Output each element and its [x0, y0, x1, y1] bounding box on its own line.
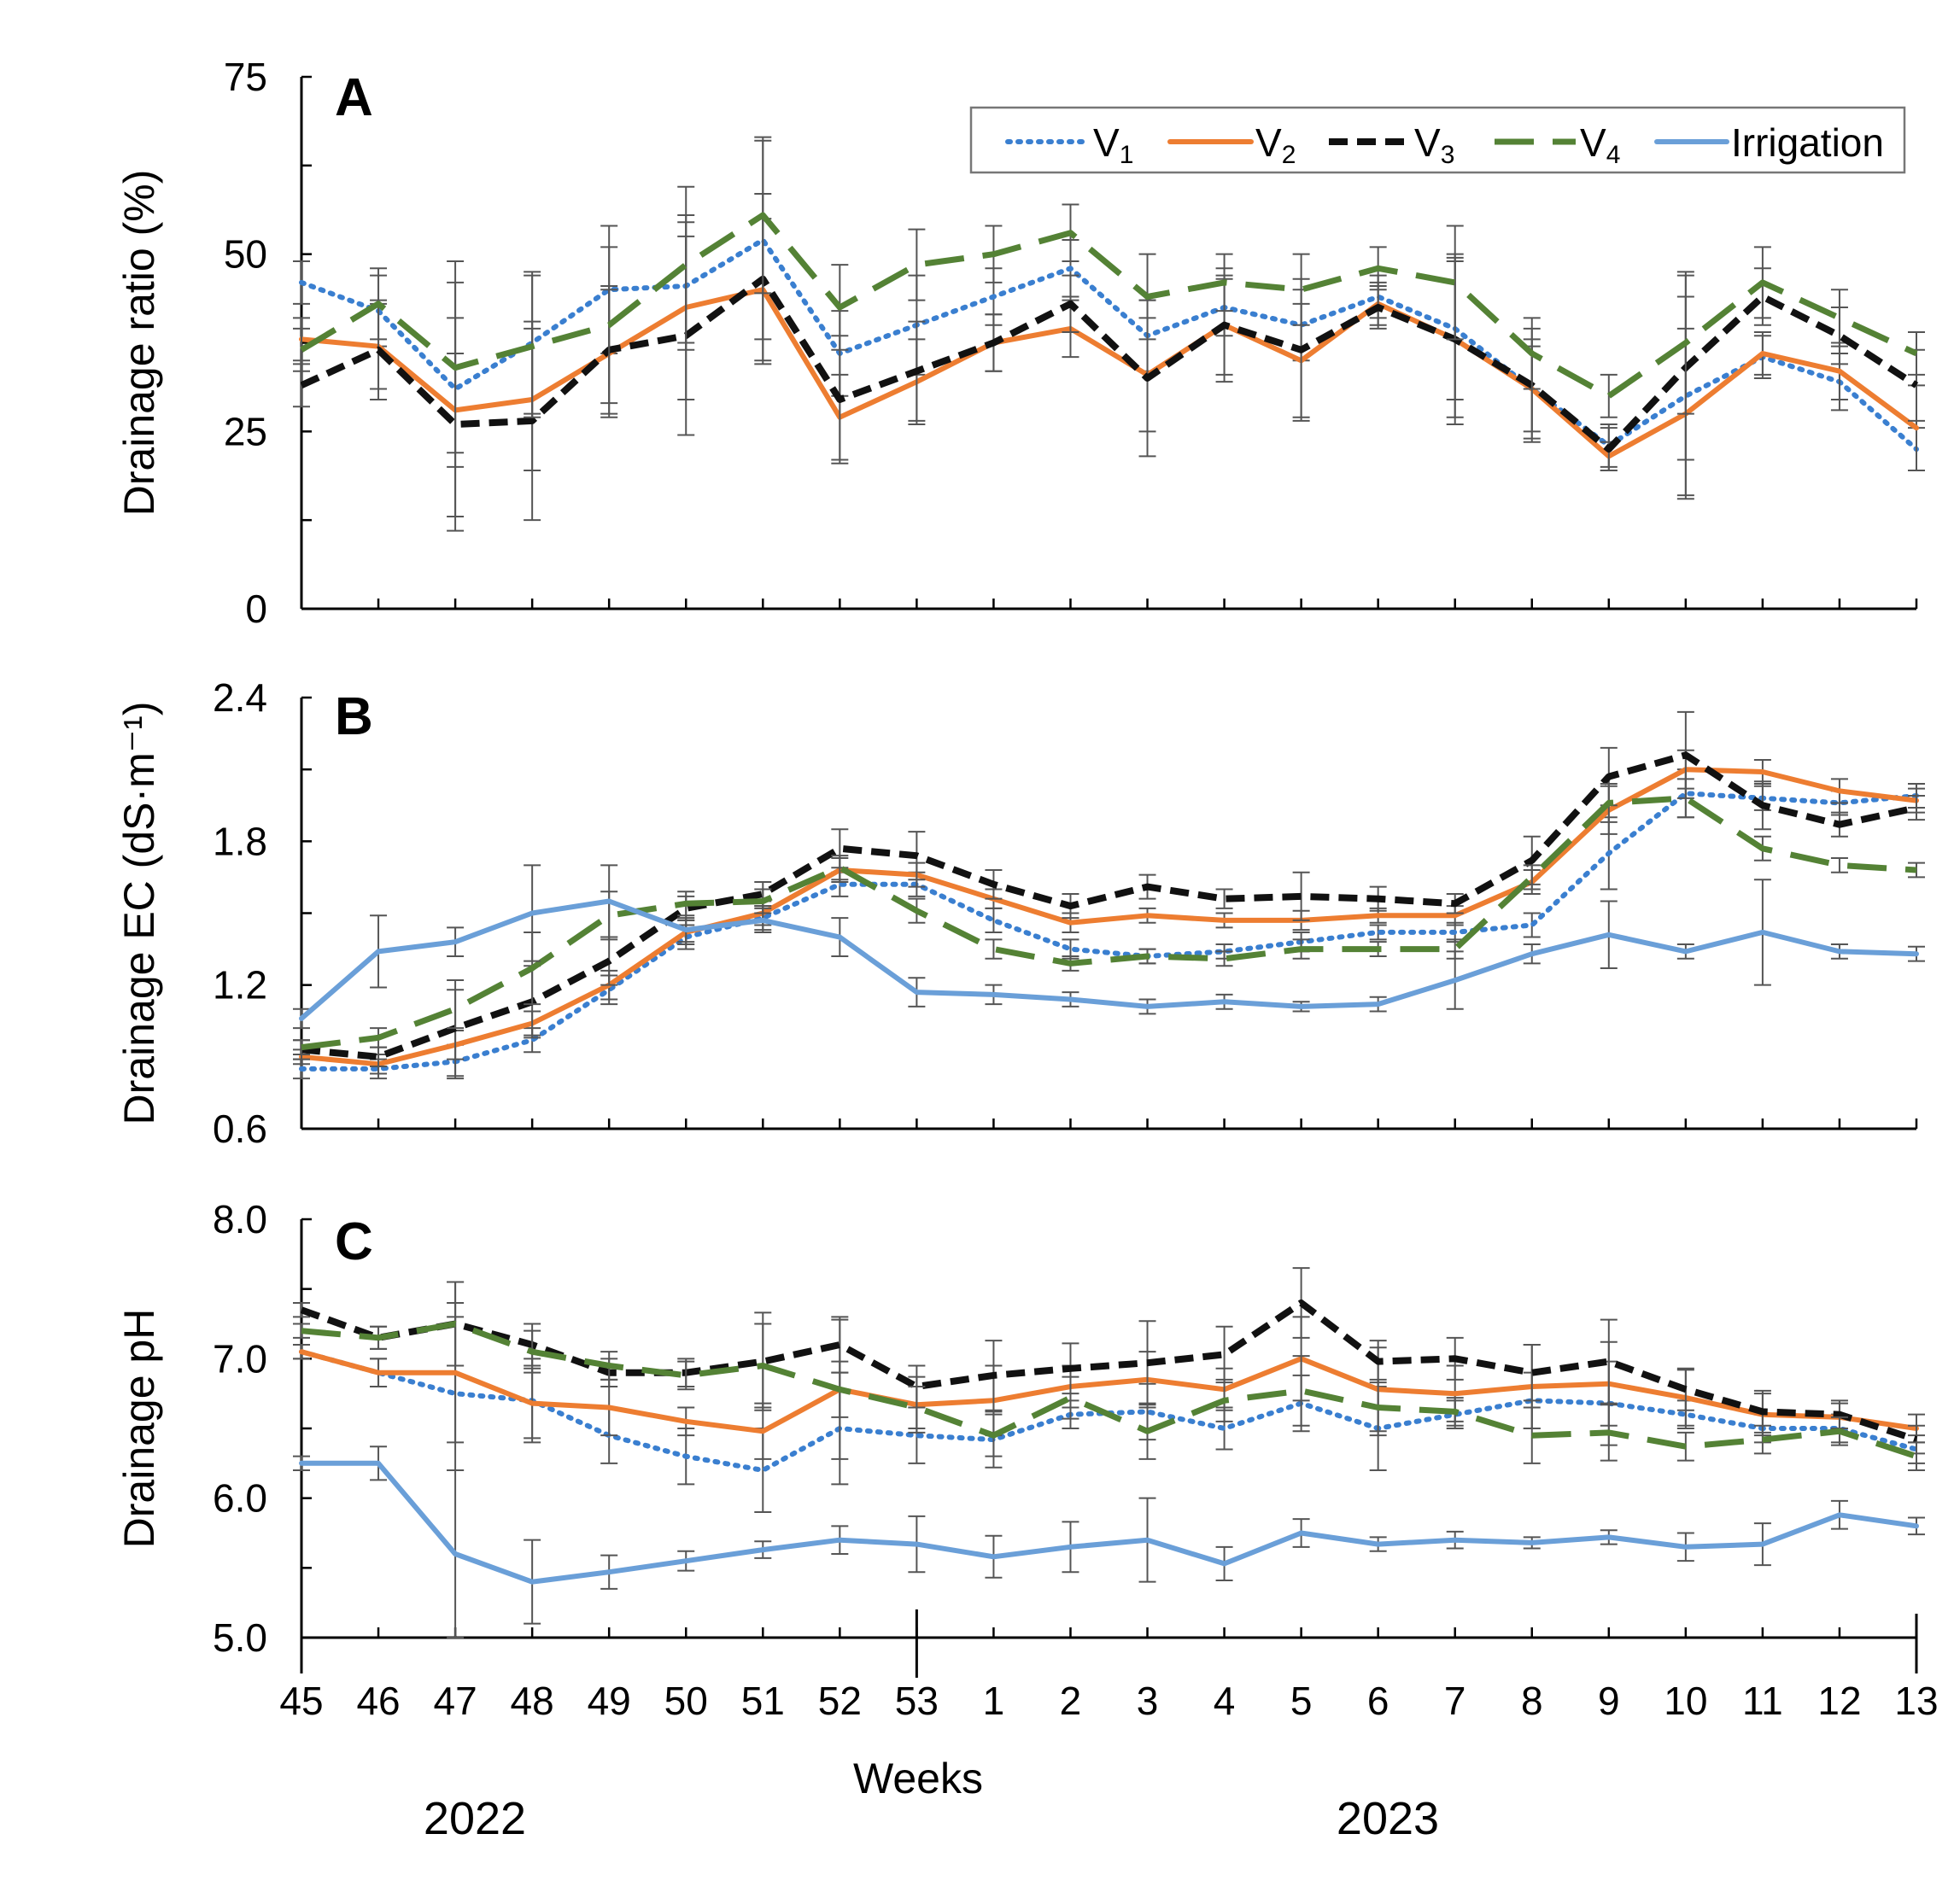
x-tick-label-week-45: 45 [279, 1679, 323, 1723]
series-v3 [293, 193, 1925, 532]
x-tick-label-week-13: 13 [1894, 1679, 1938, 1723]
y-tick-label: 0 [245, 587, 267, 631]
y-tick-label: 50 [224, 232, 267, 277]
x-tick-label-week-7: 7 [1444, 1679, 1466, 1723]
y-axis-title: Drainage ratio (%) [115, 170, 163, 517]
x-tick-label-week-10: 10 [1664, 1679, 1707, 1723]
series-line-v3 [300, 275, 1919, 453]
series-irrigation [293, 1446, 1925, 1638]
legend-label-v3: V3 [1414, 120, 1454, 169]
y-tick-label: 2.4 [213, 675, 267, 720]
x-tick-label-week-47: 47 [434, 1679, 477, 1723]
x-tick-label-week-2: 2 [1060, 1679, 1082, 1723]
series-v2 [293, 1302, 1925, 1460]
series-line-v2 [299, 1349, 1919, 1434]
series-line-v4 [300, 212, 1918, 400]
year-label-2023: 2023 [1337, 1793, 1439, 1844]
series-line-irrigation [299, 1460, 1919, 1585]
series-v2 [293, 213, 1925, 500]
series-line-v2 [299, 767, 1919, 1067]
panel-letter: C [335, 1212, 373, 1271]
series-irrigation [293, 864, 1925, 1030]
x-tick-label-week-8: 8 [1521, 1679, 1543, 1723]
x-tick-label-week-48: 48 [511, 1679, 554, 1723]
x-tick-label-week-11: 11 [1742, 1679, 1783, 1723]
y-tick-label: 7.0 [213, 1336, 267, 1381]
x-tick-label-week-50: 50 [664, 1679, 708, 1723]
series-v4 [293, 778, 1925, 1056]
y-tick-label: 5.0 [213, 1615, 267, 1660]
series-line-v4 [301, 1321, 1918, 1460]
series-v4 [293, 1281, 1925, 1471]
year-label-2022: 2022 [424, 1793, 526, 1844]
panel-c-drainage-ph: 5.0 6.0 7.0 8.0 Drainage pH C [115, 1197, 1925, 1660]
legend-label-irrigation: Irrigation [1731, 120, 1884, 165]
series-line-irrigation [299, 898, 1919, 1021]
series-line-v1 [299, 237, 1919, 453]
x-tick-label-week-53: 53 [895, 1679, 939, 1723]
y-tick-label: 75 [224, 55, 267, 99]
x-tick-label-week-12: 12 [1817, 1679, 1861, 1723]
y-tick-label: 1.8 [213, 819, 267, 863]
legend-label-v1: V1 [1093, 120, 1133, 169]
series-line-v3 [300, 1300, 1918, 1443]
legend-subscript: 3 [1441, 141, 1455, 169]
y-tick-label: 0.6 [213, 1107, 267, 1151]
x-tick-label-week-52: 52 [818, 1679, 862, 1723]
x-tick-label-week-4: 4 [1214, 1679, 1236, 1723]
y-axis-title: Drainage pH [115, 1309, 163, 1549]
x-tick-label-week-5: 5 [1290, 1679, 1313, 1723]
series-line-v2 [299, 287, 1919, 459]
legend-subscript: 4 [1606, 141, 1621, 169]
x-tick-label-week-3: 3 [1137, 1679, 1159, 1723]
legend-label-v2: V2 [1255, 120, 1296, 169]
legend: V1 V2 V3 V4 Irrigation [969, 106, 1906, 174]
panel-b-drainage-ec: 0.6 1.2 1.8 2.4 Drainage EC (dS·m⁻¹) B [115, 675, 1925, 1151]
y-axis-title: Drainage EC (dS·m⁻¹) [115, 702, 163, 1125]
x-axis-title: Weeks [853, 1755, 983, 1802]
series-line-v4 [301, 795, 1917, 1051]
y-tick-label: 1.2 [213, 963, 267, 1007]
legend-subscript: 1 [1120, 141, 1134, 169]
series-v1 [293, 768, 1925, 1080]
panel-letter: A [335, 68, 373, 127]
x-tick-label-week-9: 9 [1598, 1679, 1620, 1723]
series-line-v1 [299, 1349, 1919, 1473]
series-v4 [293, 136, 1925, 454]
series-line-v1 [299, 791, 1919, 1072]
panel-letter: B [335, 687, 373, 746]
series-line-v3 [301, 751, 1917, 1060]
x-tick-label-week-1: 1 [983, 1679, 1005, 1723]
x-tick-label-week-46: 46 [356, 1679, 400, 1723]
x-tick-label-week-6: 6 [1367, 1679, 1389, 1723]
legend-subscript: 2 [1282, 141, 1296, 169]
y-tick-label: 8.0 [213, 1197, 267, 1241]
x-tick-label-week-49: 49 [588, 1679, 631, 1723]
panel-a-drainage-ratio: 0 25 50 75 Drainage ratio (%) A [115, 55, 1925, 631]
x-axis-week-labels: 45 46 47 48 49 50 51 52 53 1 2 3 4 5 6 7 8 9 10 11 12 13 [279, 1609, 1939, 1723]
y-tick-label: 6.0 [213, 1476, 267, 1521]
legend-box [969, 106, 1906, 174]
x-tick-label-week-51: 51 [741, 1679, 785, 1723]
y-tick-label: 25 [224, 409, 267, 453]
